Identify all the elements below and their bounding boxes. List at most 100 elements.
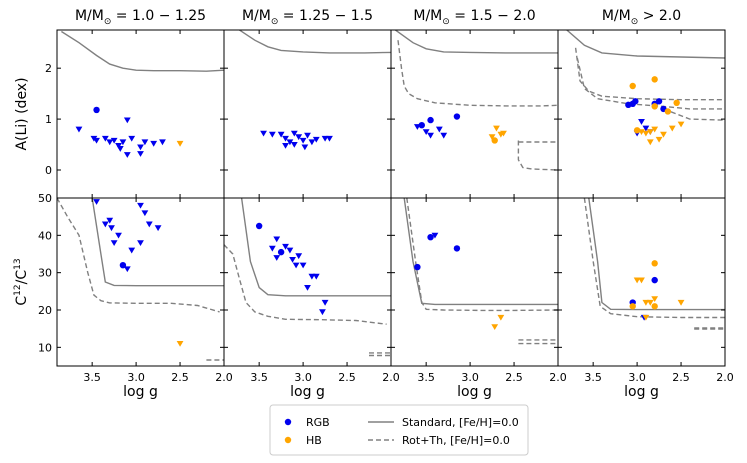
x-tick-label: 3.5 [584,371,602,384]
y-tick-label: 50 [38,192,52,205]
title-text: M/M [75,8,104,24]
rgb-point [655,98,663,105]
x-tick-label: 2.5 [672,371,690,384]
rot-th-model-line [397,40,558,107]
hb-upper-limit-point [668,125,676,132]
title-text: M/M [413,8,442,24]
hb-point [651,303,658,310]
hb-upper-limit-point [491,324,499,330]
title-text: M/M [602,8,631,24]
rgb-upper-limit-point [137,240,144,246]
panel-cc-col-1: 3.5 3.0 2.5 2.0 10 20 30 40 50 [38,192,233,384]
x-tick-label: 3.0 [127,371,145,384]
panel-cc-col-3: 3.5 3.0 2.5 2.0 [390,197,567,384]
rgb-upper-limit-point [435,126,443,133]
rgb-upper-limit-point [141,139,149,146]
panel-frame [557,29,726,199]
hb-upper-limit-point [642,299,650,306]
rgb-upper-limit-point [431,232,439,239]
x-tick-label: 2.5 [171,371,189,384]
rgb-upper-limit-point [108,225,115,232]
panel-ali-col-2 [223,29,392,199]
x-tick-label: 2.0 [716,371,734,384]
title-sun-subscript: ⊙ [442,17,450,27]
rgb-upper-limit-point [128,135,136,142]
rgb-point [255,222,263,230]
rgb-upper-limit-point [289,257,296,263]
rgb-point [632,98,639,105]
rgb-upper-limit-point [101,221,109,228]
rgb-upper-limit-point [106,217,114,224]
rgb-upper-limit-point [304,285,311,291]
rgb-upper-limit-point [115,142,122,149]
standard-model-line [240,198,391,297]
rgb-upper-limit-point [268,245,276,252]
x-tick-label: 3.5 [250,371,268,384]
legend-label-dashed: Rot+Th, [Fe/H]=0.0 [402,434,510,447]
rot-th-model-line [224,244,387,325]
title-text-range: > 2.0 [638,8,681,24]
rgb-upper-limit-point [308,273,316,280]
rgb-upper-limit-point [110,240,118,246]
hb-upper-limit-point [646,299,654,306]
x-tick-label: 2.0 [549,371,567,384]
panel-ali-col-4 [557,29,726,199]
hb-upper-limit-point [646,139,654,146]
hb-upper-limit-point [638,277,645,284]
rgb-upper-limit-point [154,225,162,232]
rgb-point [453,245,461,252]
standard-model-line [394,30,558,54]
title-sun-subscript: ⊙ [631,17,639,27]
panel-plot-area [566,30,725,146]
axis-labels: log g log g log g log g A(Li) (dex) C12/C13 [13,77,659,400]
rgb-upper-limit-point [326,135,333,142]
rgb-upper-limit-point [277,131,285,138]
hb-upper-limit-point [651,126,659,133]
rgb-upper-limit-point [137,151,144,157]
hb-upper-limit-point [655,136,663,143]
hb-point [491,137,498,144]
legend: RGB HB Standard, [Fe/H]=0.0 Rot+Th, [Fe/H]=… [269,404,529,456]
title-text: M/M [242,8,271,24]
rgb-upper-limit-point [312,136,320,143]
rgb-point [93,106,100,114]
panel-frame [390,29,559,199]
hb-upper-limit-point [677,121,685,128]
column-title-4: M/M⊙ > 2.0 [602,8,681,27]
panel-plot-area [394,30,558,171]
rgb-upper-limit-point [93,199,100,205]
x-tick-label: 2.5 [505,371,523,384]
rgb-point [277,248,285,256]
cc-label-part: 12 [13,284,23,295]
y-axis-label-cc: C12/C13 [13,258,30,305]
hb-upper-limit-point [633,277,641,284]
rgb-upper-limit-point [123,266,131,273]
rgb-point [453,113,461,120]
rgb-upper-limit-point [101,135,109,142]
hb-upper-limit-point [497,314,505,321]
hb-upper-limit-point [493,125,500,132]
x-tick-label: 3.0 [294,371,312,384]
rgb-upper-limit-point [312,273,320,280]
panel-frame [390,197,559,367]
panel-plot-area [238,30,391,151]
title-text-range: = 1.0 − 1.25 [111,8,206,24]
hb-upper-limit-point [176,341,184,347]
hb-upper-limit-point [500,130,507,137]
rgb-point [418,122,425,129]
hb-point [664,108,672,115]
rgb-upper-limit-point [427,132,434,139]
panel-plot-area [224,198,391,357]
standard-model-line [238,30,391,54]
y-tick-label: 1 [45,113,52,126]
standard-model-line [566,30,725,59]
hb-point [651,260,658,267]
rgb-upper-limit-point [150,140,158,147]
column-titles: M/M⊙ = 1.0 − 1.25 M/M⊙ = 1.25 − 1.5 M/M⊙ =… [75,8,681,27]
x-tick-label: 3.0 [628,371,646,384]
rgb-upper-limit-point [295,134,303,141]
hb-upper-limit-point [677,299,685,306]
hb-upper-limit-point [660,131,667,138]
rgb-upper-limit-point [159,139,166,146]
panel-cc-col-2: 3.5 3.0 2.5 2.0 [223,197,400,384]
